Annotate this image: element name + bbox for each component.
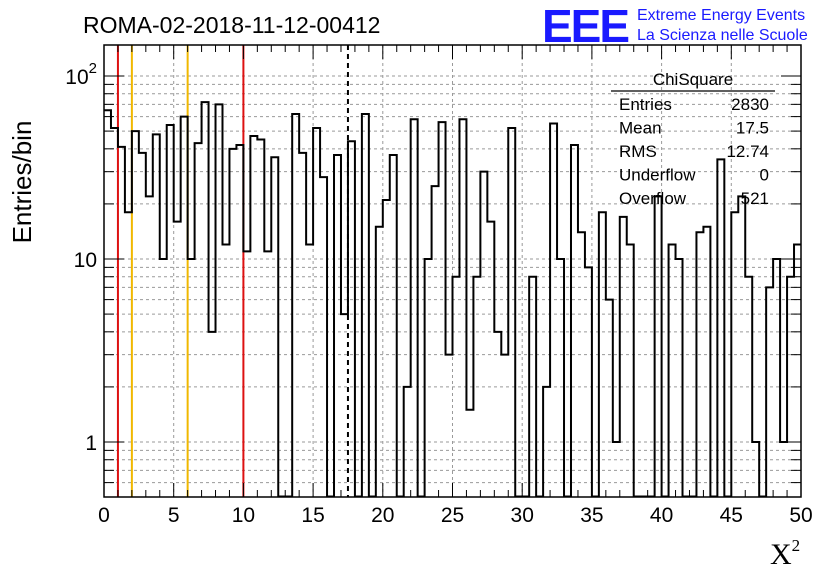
stats-value-mean: 17.5 [736, 119, 769, 138]
y-tick-label: 102 [65, 60, 97, 89]
y-tick-label-base: 1 [85, 432, 97, 455]
stats-label-entries: Entries [619, 95, 672, 114]
x-axis-label-sup: 2 [792, 536, 801, 555]
x-tick-label: 50 [789, 504, 812, 527]
stats-value-underflow: 0 [760, 166, 769, 185]
x-tick-label: 20 [371, 504, 394, 527]
stats-label-underflow: Underflow [619, 166, 696, 185]
y-tick-label-base: 10 [74, 249, 97, 272]
x-tick-label: 0 [98, 504, 110, 527]
logo-line-1: Extreme Energy Events [637, 7, 805, 24]
logo-mark: EEE [542, 0, 628, 52]
y-tick-label-base: 10 [65, 66, 88, 89]
x-axis-label: X2 [770, 536, 800, 571]
y-axis-label: Entries/bin [7, 121, 37, 244]
logo-line-2: La Scienza nelle Scuole [637, 27, 808, 44]
axis-ticks [103, 45, 802, 497]
x-axis-label-base: X [770, 538, 792, 571]
stats-label-rms: RMS [619, 142, 657, 161]
stats-value-entries: 2830 [731, 95, 769, 114]
x-tick-label: 5 [168, 504, 180, 527]
stats-title: ChiSquare [653, 70, 733, 89]
histogram-outline [104, 101, 801, 498]
y-tick-label-exp: 2 [89, 60, 97, 77]
stats-box: ChiSquare Entries 2830 Mean 17.5 RMS 12.74 Unde… [611, 70, 775, 208]
stats-value-rms: 12.74 [726, 142, 769, 161]
stats-label-overflow: Overflow [619, 189, 687, 208]
x-tick-label: 10 [232, 504, 255, 527]
stats-label-mean: Mean [619, 119, 662, 138]
stats-value-overflow: 521 [741, 189, 769, 208]
x-tick-label: 15 [301, 504, 324, 527]
x-tick-label: 45 [720, 504, 743, 527]
x-tick-label: 30 [511, 504, 534, 527]
x-tick-label: 25 [441, 504, 464, 527]
y-tick-label: 1 [85, 432, 97, 455]
x-tick-label: 40 [650, 504, 673, 527]
eee-logo: EEE Extreme Energy Events La Scienza nel… [542, 0, 808, 52]
y-tick-label: 10 [74, 249, 97, 272]
chart-title: ROMA-02-2018-11-12-00412 [83, 12, 380, 38]
x-tick-label: 35 [580, 504, 603, 527]
